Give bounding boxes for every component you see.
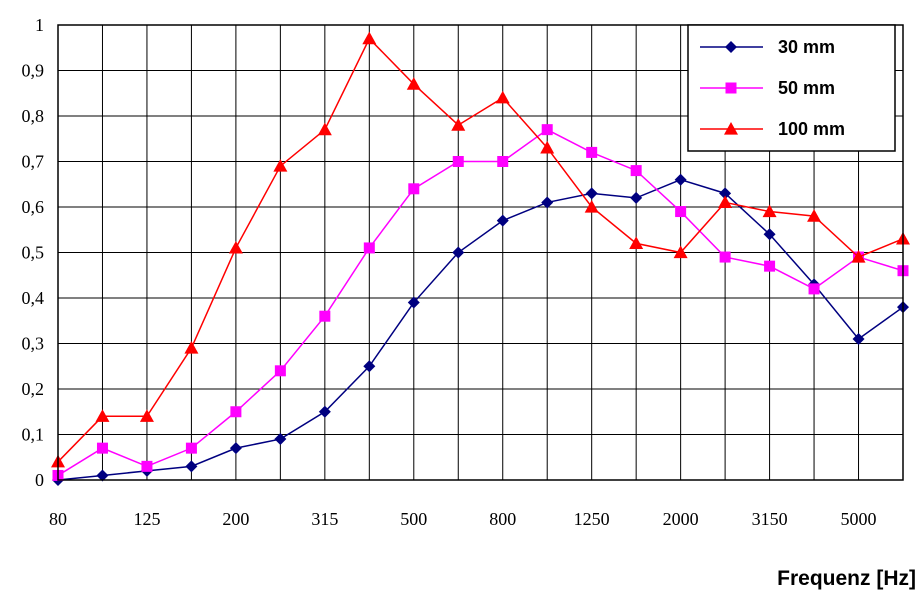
data-point: [852, 332, 865, 345]
data-point: [718, 195, 733, 209]
x-tick-label: 500: [400, 509, 427, 529]
x-axis-label: Frequenz [Hz]: [777, 567, 916, 590]
data-point: [363, 242, 375, 254]
legend-item: 50 mm: [700, 78, 835, 98]
series-30-mm: [52, 173, 909, 486]
data-point: [673, 245, 688, 259]
data-point: [764, 260, 776, 272]
x-tick-label: 315: [311, 509, 338, 529]
data-point: [229, 442, 242, 455]
y-tick-label: 0,8: [22, 106, 45, 126]
data-point: [541, 124, 553, 136]
data-point: [725, 41, 737, 53]
x-tick-label: 800: [489, 509, 516, 529]
data-point: [763, 228, 776, 241]
data-point: [586, 146, 598, 158]
data-point: [274, 433, 287, 446]
data-point: [406, 77, 421, 90]
data-point: [407, 296, 420, 309]
y-tick-label: 0,9: [22, 61, 45, 81]
y-tick-label: 0,1: [22, 425, 45, 445]
y-tick-label: 1: [35, 15, 44, 35]
data-point: [96, 469, 109, 482]
y-tick-label: 0,5: [22, 243, 45, 263]
data-point: [317, 122, 332, 136]
data-point: [630, 191, 643, 204]
series-50-mm: [52, 124, 909, 481]
data-point: [629, 236, 644, 249]
series-line: [57, 37, 904, 463]
data-point: [96, 442, 108, 454]
data-point: [185, 460, 198, 473]
data-point: [675, 206, 687, 218]
data-point: [408, 183, 420, 195]
legend-label: 30 mm: [778, 37, 835, 57]
data-point: [497, 156, 509, 167]
x-tick-label: 5000: [841, 509, 877, 529]
y-tick-label: 0,2: [22, 379, 45, 399]
y-tick-label: 0: [35, 470, 44, 490]
data-point: [452, 156, 464, 167]
data-point: [452, 246, 465, 259]
legend-label: 100 mm: [778, 119, 845, 139]
x-tick-label: 1250: [574, 509, 610, 529]
data-point: [584, 200, 599, 213]
data-point: [319, 310, 331, 322]
data-point: [451, 118, 466, 131]
data-point: [674, 173, 687, 186]
data-point: [184, 341, 199, 354]
x-tick-label: 2000: [663, 509, 699, 529]
data-point: [724, 122, 738, 135]
plot-area-frame: [57, 24, 904, 481]
x-tick-label: 80: [49, 509, 67, 529]
legend-item: 30 mm: [700, 37, 835, 57]
x-tick-label: 125: [133, 509, 160, 529]
data-point: [95, 409, 110, 422]
data-point: [228, 240, 243, 254]
x-axis-ticks: 80 125 200 315 500 800 1250 2000 3150 5000: [49, 509, 877, 529]
data-point: [808, 283, 820, 295]
y-tick-label: 0,4: [22, 288, 45, 308]
x-tick-label: 3150: [752, 509, 788, 529]
data-point: [273, 159, 288, 172]
data-point: [139, 409, 154, 422]
data-point: [762, 204, 777, 218]
data-point: [496, 214, 509, 227]
y-tick-label: 0,6: [22, 197, 45, 217]
data-point: [185, 442, 197, 454]
data-point: [585, 187, 598, 200]
data-point: [318, 405, 331, 418]
y-axis-ticks: 0 0,1 0,2 0,3 0,4 0,5 0,6 0,7 0,8 0,9 1: [22, 15, 45, 490]
series-100-mm: [51, 31, 910, 468]
x-tick-label: 200: [222, 509, 249, 529]
data-point: [540, 140, 555, 154]
legend: 30 mm 50 mm 100 mm: [687, 24, 896, 152]
data-point: [630, 165, 642, 177]
y-tick-label: 0,7: [22, 152, 45, 172]
data-point: [725, 82, 737, 94]
data-point: [851, 250, 866, 263]
data-point: [541, 196, 554, 209]
data-point: [719, 251, 731, 263]
series-group: [51, 31, 910, 486]
data-point: [230, 406, 242, 418]
data-point: [141, 460, 153, 472]
legend-label: 50 mm: [778, 78, 835, 98]
data-point: [495, 90, 510, 104]
data-point: [363, 360, 376, 373]
data-point: [274, 365, 286, 377]
data-point: [719, 187, 732, 200]
data-point: [807, 209, 822, 222]
series-line: [57, 128, 904, 477]
y-tick-label: 0,3: [22, 334, 45, 354]
series-line: [57, 178, 904, 481]
data-point: [362, 31, 377, 45]
legend-item: 100 mm: [700, 119, 845, 139]
